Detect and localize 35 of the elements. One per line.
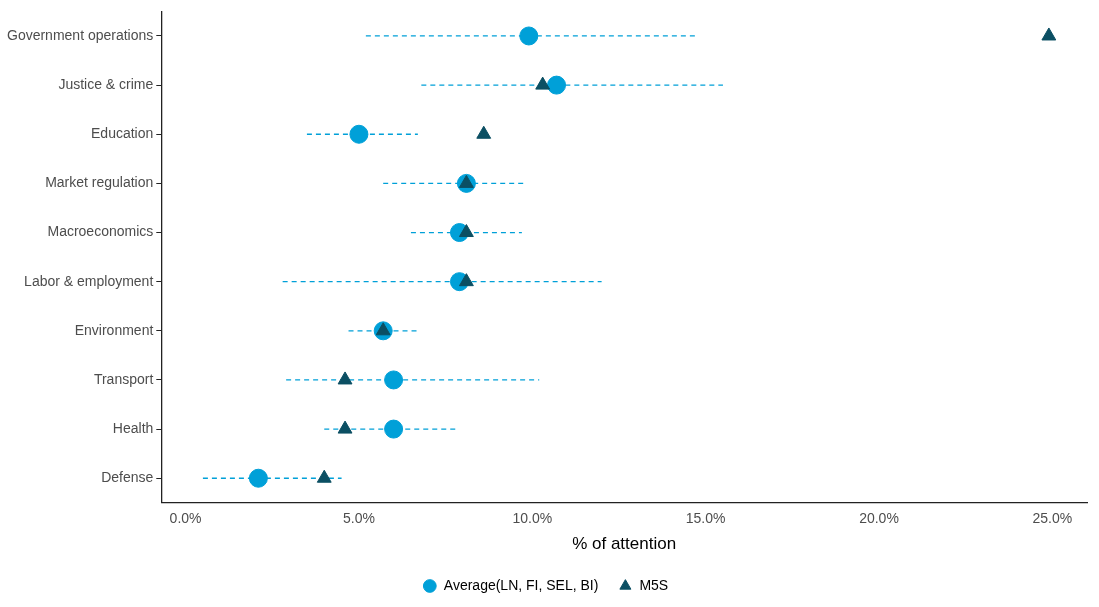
point: [384, 419, 404, 439]
point: [316, 469, 332, 483]
y-tick-label: Government operations: [6, 26, 154, 43]
point: [547, 75, 567, 95]
point: [349, 124, 369, 144]
y-tick-label: Education: [91, 125, 154, 142]
point: [458, 224, 474, 238]
point: [519, 26, 539, 46]
point: [337, 371, 353, 385]
point: [458, 273, 474, 287]
legend-label: M5S: [639, 576, 669, 593]
x-tick-label: 15.0%: [685, 510, 726, 527]
x-tick-label: 20.0%: [859, 510, 899, 527]
y-tick-label: Environment: [74, 321, 154, 338]
y-tick-label: Justice & crime: [58, 75, 154, 92]
legend-label: Average(LN, FI, SEL, BI): [443, 576, 599, 593]
point: [476, 125, 492, 139]
point: [1041, 27, 1057, 41]
point: [337, 420, 353, 434]
point: [535, 76, 551, 90]
y-tick-label: Health: [112, 419, 154, 436]
x-axis-title: % of attention: [572, 534, 677, 554]
x-tick-label: 5.0%: [342, 510, 375, 527]
y-tick-label: Defense: [101, 469, 154, 486]
point: [375, 322, 391, 336]
y-tick-label: Market regulation: [45, 174, 154, 191]
point: [248, 468, 268, 488]
y-tick-label: Transport: [93, 370, 154, 387]
x-tick-label: 10.0%: [512, 510, 553, 527]
y-tick-label: Macroeconomics: [47, 223, 154, 240]
x-tick-label: 0.0%: [169, 510, 202, 527]
point: [458, 174, 474, 188]
y-tick-label: Labor & employment: [24, 272, 154, 289]
point: [384, 370, 404, 390]
x-tick-label: 25.0%: [1032, 510, 1073, 527]
